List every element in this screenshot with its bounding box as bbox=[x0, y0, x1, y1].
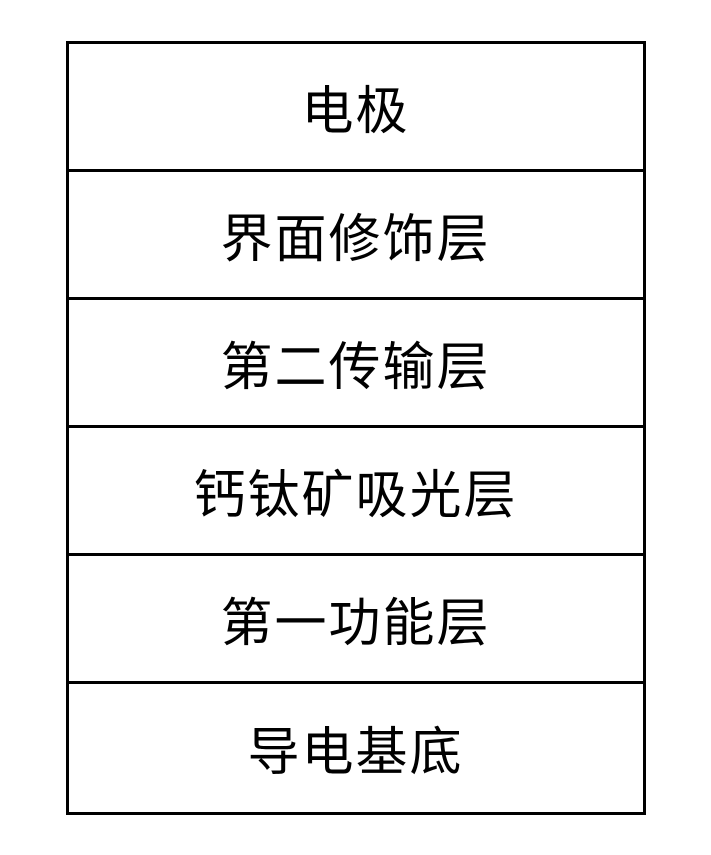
layer-interface-modification: 界面修饰层 bbox=[69, 172, 643, 300]
layer-conductive-substrate: 导电基底 bbox=[69, 684, 643, 812]
layer-label: 第一功能层 bbox=[220, 581, 490, 656]
layer-electrode: 电极 bbox=[69, 44, 643, 172]
layer-label: 钙钛矿吸光层 bbox=[193, 453, 517, 528]
layer-first-functional: 第一功能层 bbox=[69, 556, 643, 684]
layer-label: 界面修饰层 bbox=[220, 197, 490, 272]
layer-label: 电极 bbox=[301, 69, 409, 144]
layer-second-transport: 第二传输层 bbox=[69, 300, 643, 428]
layer-label: 导电基底 bbox=[247, 710, 463, 785]
layer-label: 第二传输层 bbox=[220, 325, 490, 400]
layer-stack-diagram: 电极 界面修饰层 第二传输层 钙钛矿吸光层 第一功能层 导电基底 bbox=[66, 41, 646, 815]
layer-perovskite-absorber: 钙钛矿吸光层 bbox=[69, 428, 643, 556]
